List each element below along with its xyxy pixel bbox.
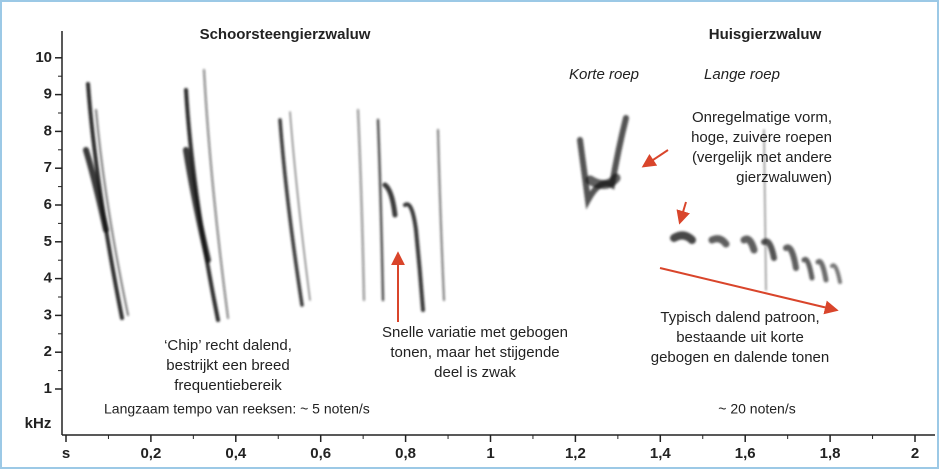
y-tick-label: 4: [44, 270, 53, 287]
x-tick-label: 0,4: [225, 445, 247, 462]
annotation: gebogen en dalende tonen: [651, 349, 830, 366]
x-tick-label: 0,8: [395, 445, 416, 462]
x-tick-label: 2: [911, 445, 919, 462]
arrow: [641, 149, 669, 168]
arrow: [676, 201, 690, 225]
y-tick-label: 7: [44, 159, 52, 176]
annotation: bestaande uit korte: [676, 329, 804, 346]
annotation: frequentiebereik: [174, 377, 282, 394]
annotation: ‘Chip’ recht dalend,: [164, 337, 292, 354]
annotation: ~ 20 noten/s: [718, 401, 795, 417]
x-tick-label: 0,2: [140, 445, 161, 462]
y-tick-label: 5: [44, 233, 52, 250]
annotation: Snelle variatie met gebogen: [382, 324, 568, 341]
annotation: Onregelmatige vorm,: [692, 109, 832, 126]
subtitle: Korte roep: [569, 66, 639, 83]
x-tick-label: 1,2: [565, 445, 586, 462]
y-tick-label: 6: [44, 196, 52, 213]
x-tick-label: 1,4: [650, 445, 672, 462]
title: Schoorsteengierzwaluw: [200, 26, 371, 43]
y-axis-label: kHz: [25, 415, 52, 432]
x-tick-label: s: [62, 445, 70, 462]
subtitle: Lange roep: [704, 66, 780, 83]
y-tick-label: 9: [44, 86, 52, 103]
y-tick-label: 10: [35, 49, 52, 66]
y-tick-label: 3: [44, 306, 52, 323]
x-tick-label: 0,6: [310, 445, 331, 462]
title: Huisgierzwaluw: [709, 26, 822, 43]
arrow: [659, 267, 839, 315]
annotation: (vergelijk met andere: [692, 149, 832, 166]
annotation: tonen, maar het stijgende: [390, 344, 559, 361]
annotation: Langzaam tempo van reeksen: ~ 5 noten/s: [104, 401, 370, 417]
y-tick-label: 8: [44, 122, 52, 139]
annotation: hoge, zuivere roepen: [691, 129, 832, 146]
x-tick-label: 1,8: [820, 445, 841, 462]
spectrogram: [83, 69, 842, 322]
y-tick-label: 2: [44, 343, 52, 360]
y-tick-label: 1: [44, 380, 52, 397]
x-tick-label: 1,6: [735, 445, 756, 462]
annotation: bestrijkt een breed: [166, 357, 289, 374]
annotation: gierzwaluwen): [736, 169, 832, 186]
annotation: deel is zwak: [434, 364, 516, 381]
x-tick-label: 1: [486, 445, 494, 462]
annotation: Typisch dalend patroon,: [660, 309, 819, 326]
